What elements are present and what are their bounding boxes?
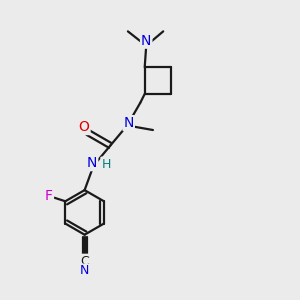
Text: N: N	[87, 156, 97, 170]
Text: N: N	[141, 34, 152, 48]
Text: C: C	[80, 255, 89, 268]
Text: F: F	[45, 189, 53, 203]
Text: N: N	[124, 116, 134, 130]
Text: H: H	[101, 158, 111, 171]
Text: N: N	[80, 265, 89, 278]
Text: O: O	[79, 120, 90, 134]
